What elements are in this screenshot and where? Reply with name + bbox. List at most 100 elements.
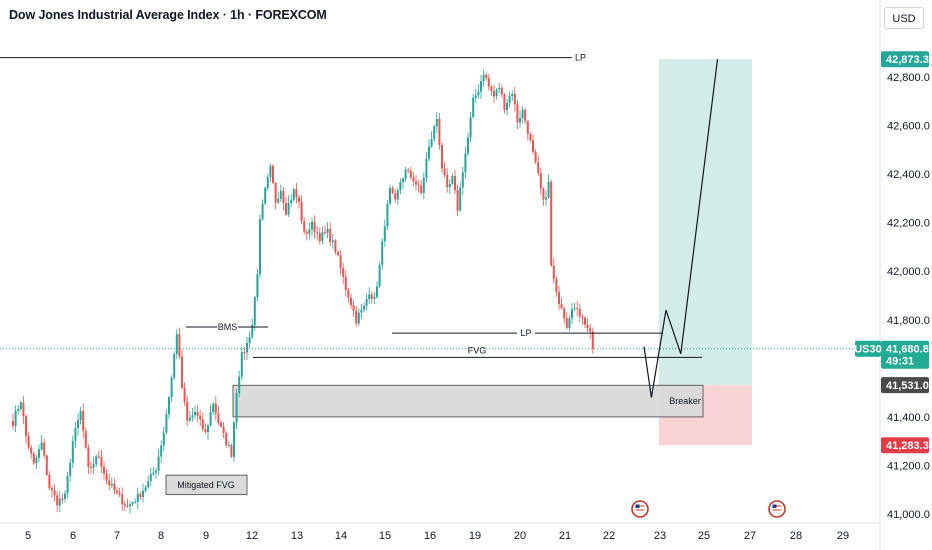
candle (532, 134, 534, 155)
candle-body (519, 118, 521, 123)
candle-body (342, 268, 345, 278)
candle-body (454, 175, 456, 191)
x-tick-label: 20 (514, 530, 526, 542)
candle-body (448, 183, 451, 188)
flag-ring (768, 500, 786, 518)
candle-body (534, 152, 537, 163)
candle (365, 294, 368, 311)
candle-body (58, 498, 61, 506)
x-tick-label: 29 (837, 530, 849, 542)
candle (256, 268, 259, 302)
candle-body (402, 178, 404, 183)
flag-canton (772, 504, 777, 508)
candle (428, 139, 430, 162)
candle-body (373, 296, 376, 299)
candle-body (591, 331, 594, 349)
candle (438, 113, 441, 150)
candle-body (308, 229, 311, 234)
candle (555, 276, 558, 297)
candle-body (513, 94, 516, 105)
candle (214, 396, 217, 421)
candle (30, 445, 33, 459)
candle (170, 375, 173, 403)
candle-body (334, 240, 337, 252)
candle (386, 200, 389, 230)
candle (347, 287, 350, 303)
candle (269, 163, 272, 183)
candle (149, 467, 152, 487)
candles-layer (12, 70, 594, 514)
candle-body (451, 175, 454, 184)
candle (529, 132, 532, 143)
candle (295, 183, 298, 204)
candle-body (129, 504, 131, 507)
x-tick-label: 5 (25, 530, 31, 542)
candle-body (459, 187, 462, 211)
candle (456, 184, 459, 217)
candle-body (165, 414, 168, 433)
candle-body (110, 483, 113, 486)
candle (183, 382, 186, 406)
candle-body (30, 447, 33, 454)
candle-body (259, 219, 261, 275)
currency-button[interactable]: USD (884, 7, 924, 29)
candle (61, 493, 64, 504)
candle (74, 422, 77, 449)
candle-body (233, 422, 235, 457)
candle (162, 426, 165, 452)
candle (243, 346, 246, 360)
candle-body (495, 89, 498, 97)
candle-body (87, 447, 90, 467)
candle-body (186, 401, 189, 421)
candle-body (61, 498, 64, 500)
x-tick-label: 27 (744, 530, 756, 542)
candle-body (12, 421, 14, 426)
candle (495, 87, 498, 100)
candle (422, 172, 425, 200)
candle (542, 187, 545, 207)
y-tick-label: 41,200.0 (887, 460, 930, 472)
candle-body (181, 356, 183, 389)
candle (537, 156, 540, 177)
candle (246, 336, 248, 360)
candle (240, 346, 243, 381)
candle-body (74, 427, 77, 442)
candle (51, 485, 53, 498)
candle-body (27, 436, 30, 448)
candle-body (209, 412, 212, 426)
candle (360, 303, 363, 319)
candle-body (573, 307, 576, 310)
candle-body (53, 490, 56, 496)
candle (199, 410, 202, 427)
candle-body (365, 299, 368, 306)
fvg-label: FVG (468, 345, 487, 355)
candle-body (194, 411, 196, 416)
candle-body (155, 470, 157, 473)
candle (565, 312, 568, 330)
candle (581, 314, 584, 325)
candle (168, 395, 170, 420)
candle (181, 349, 183, 390)
candle (147, 475, 150, 489)
event-flag-icon (768, 500, 786, 518)
candle-body (25, 416, 27, 437)
candle-body (545, 197, 547, 200)
candle (396, 188, 399, 205)
candle-body (285, 203, 287, 215)
candle (337, 249, 339, 257)
candle-body (435, 118, 438, 127)
candle (251, 318, 254, 340)
candle-body (412, 177, 415, 182)
candle (391, 186, 394, 195)
flag-stripe (635, 507, 645, 509)
candle (191, 407, 194, 422)
candle-body (48, 474, 51, 489)
candle (412, 172, 415, 187)
candle-body (152, 472, 155, 475)
candle-body (92, 464, 95, 468)
candle (547, 174, 550, 199)
candle (45, 454, 48, 476)
x-tick-label: 22 (603, 530, 615, 542)
